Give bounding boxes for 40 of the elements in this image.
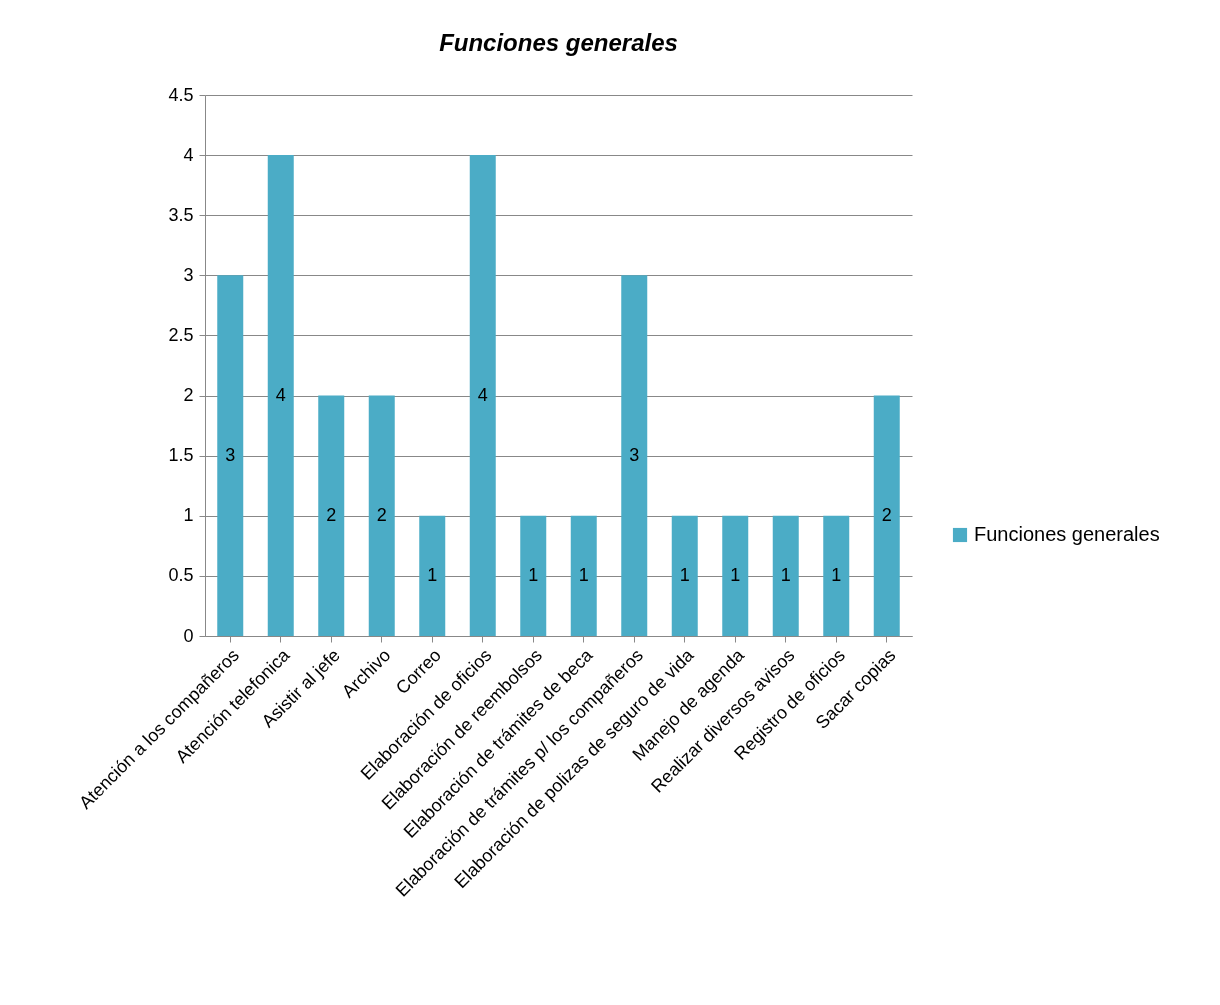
bar xyxy=(520,515,547,636)
y-tick-label: 2.5 xyxy=(168,324,194,345)
data-label: 2 xyxy=(326,504,337,525)
data-label: 1 xyxy=(780,564,791,585)
data-label: 3 xyxy=(225,444,236,465)
data-label: 1 xyxy=(679,564,690,585)
bar xyxy=(873,395,900,636)
bar xyxy=(722,515,749,636)
y-tick-label: 1 xyxy=(183,505,194,526)
data-label: 3 xyxy=(629,444,640,465)
data-label: 4 xyxy=(275,384,286,405)
y-tick-label: 4 xyxy=(183,144,194,165)
bar xyxy=(267,155,294,636)
bar xyxy=(368,395,395,636)
data-label: 1 xyxy=(427,564,438,585)
y-tick-label: 4.5 xyxy=(168,84,194,105)
data-label: 1 xyxy=(730,564,741,585)
data-label: 1 xyxy=(831,564,842,585)
bar xyxy=(419,515,446,636)
data-label: 4 xyxy=(477,384,488,405)
y-tick-label: 0.5 xyxy=(168,565,194,586)
y-tick-label: 2 xyxy=(183,385,194,406)
data-label: 2 xyxy=(376,504,387,525)
bar xyxy=(671,515,698,636)
bar xyxy=(823,515,850,636)
data-label: 1 xyxy=(578,564,589,585)
bar xyxy=(217,275,244,636)
bar xyxy=(772,515,799,636)
y-tick-label: 0 xyxy=(183,625,194,646)
chart-title: Funciones generales xyxy=(439,29,678,56)
legend-label: Funciones generales xyxy=(974,523,1160,545)
data-label: 1 xyxy=(528,564,539,585)
y-tick-label: 1.5 xyxy=(168,445,194,466)
bar xyxy=(318,395,345,636)
bar xyxy=(621,275,648,636)
y-tick-label: 3 xyxy=(183,264,194,285)
y-tick-label: 3.5 xyxy=(168,204,194,225)
data-label: 2 xyxy=(881,504,892,525)
bar xyxy=(469,155,496,636)
bar xyxy=(570,515,597,636)
